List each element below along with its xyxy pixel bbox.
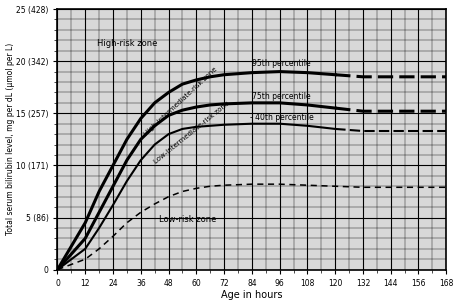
- Text: 75th percentile: 75th percentile: [252, 92, 310, 101]
- Text: Low-risk zone: Low-risk zone: [159, 215, 217, 224]
- Text: - 40th percentile: - 40th percentile: [250, 113, 313, 121]
- Text: Low-intermediate-risk zone: Low-intermediate-risk zone: [152, 100, 230, 164]
- Text: 95th percentile: 95th percentile: [252, 59, 310, 68]
- X-axis label: Age in hours: Age in hours: [221, 290, 283, 300]
- Text: High-intermediate-risk zone: High-intermediate-risk zone: [143, 66, 218, 137]
- Y-axis label: Total serum bilirubin level, mg per dL (μmol per L): Total serum bilirubin level, mg per dL (…: [6, 43, 15, 236]
- Text: High-risk zone: High-risk zone: [97, 39, 157, 47]
